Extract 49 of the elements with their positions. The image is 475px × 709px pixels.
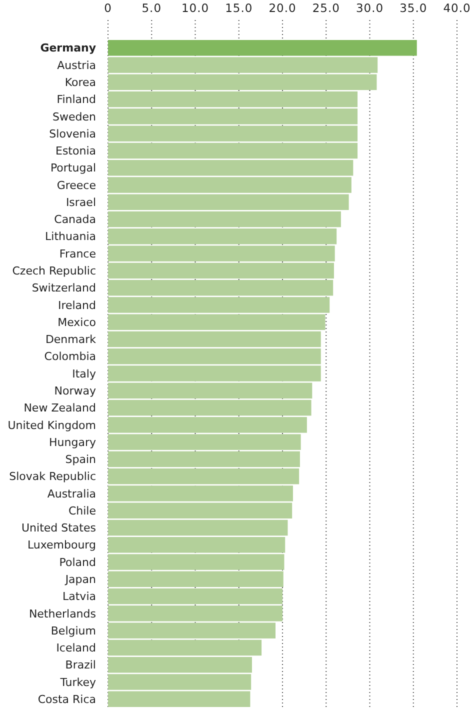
y-tick-label: Colombia (44, 350, 96, 364)
y-tick-label: Greece (56, 178, 96, 192)
y-tick-label: Finland (56, 93, 96, 106)
y-tick-label: Norway (54, 384, 96, 398)
bar (108, 40, 417, 56)
y-tick-label: Spain (65, 453, 96, 466)
y-tick-label: Turkey (59, 676, 96, 689)
x-tick-label: 20.0 (268, 1, 296, 15)
x-tick-label: 25.0 (312, 1, 340, 15)
y-tick-label: Luxembourg (27, 538, 96, 552)
y-tick-label: Belgium (50, 624, 96, 638)
y-tick-label: Brazil (65, 658, 96, 672)
y-tick-label: Italy (72, 367, 96, 380)
x-tick-label: 15.0 (225, 1, 253, 15)
x-tick-label: 5.0 (142, 1, 162, 15)
y-tick-label: Iceland (56, 642, 96, 655)
y-tick-label: Korea (64, 76, 96, 90)
x-tick-label: 10.0 (181, 1, 210, 15)
y-tick-label: New Zealand (24, 402, 96, 415)
y-tick-label: Mexico (58, 316, 96, 329)
y-tick-label: Sweden (52, 110, 96, 124)
y-tick-label: Switzerland (32, 282, 96, 295)
y-tick-label: Lithuania (45, 230, 96, 244)
y-tick-label: United States (22, 522, 96, 535)
y-tick-label: Costa Rica (38, 692, 96, 706)
y-tick-label: Latvia (62, 590, 96, 604)
y-tick-label: France (59, 247, 96, 260)
y-tick-label: Canada (54, 213, 96, 226)
y-tick-label: Chile (68, 504, 96, 518)
y-tick-label: Slovenia (49, 127, 96, 140)
y-tick-label: Netherlands (28, 607, 96, 620)
y-tick-label: Estonia (56, 144, 96, 158)
x-tick-label: 40.0 (443, 1, 471, 15)
y-tick-label: Portugal (50, 162, 96, 175)
y-tick-label: United Kingdom (8, 418, 96, 432)
x-tick-label: 30.0 (356, 1, 384, 15)
y-tick-label: Australia (47, 487, 96, 500)
y-tick-label: Denmark (45, 333, 97, 346)
y-tick-label: Poland (59, 556, 96, 569)
y-tick-label: Japan (64, 573, 96, 586)
y-tick-label: Czech Republic (12, 264, 96, 278)
x-tick-label: 35.0 (400, 1, 428, 15)
y-tick-label: Israel (66, 196, 96, 209)
y-tick-label: Austria (57, 58, 96, 72)
y-tick-label: Slovak Republic (9, 470, 96, 484)
x-tick-label: 0 (104, 1, 112, 15)
y-tick-label: Ireland (58, 298, 96, 312)
y-tick-label: Hungary (49, 436, 96, 449)
y-tick-label: Germany (40, 42, 96, 55)
